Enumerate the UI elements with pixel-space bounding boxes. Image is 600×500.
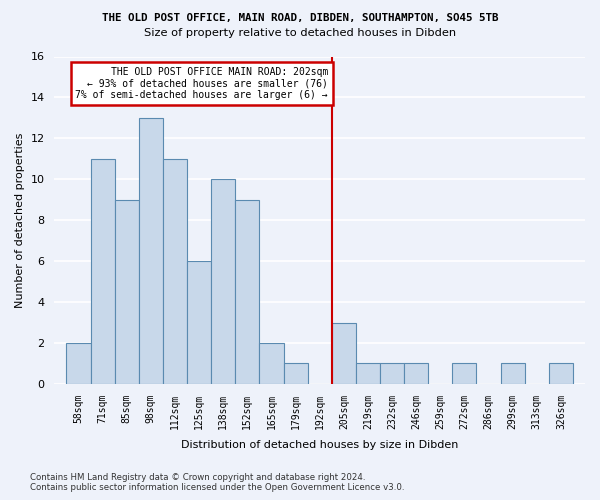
Text: THE OLD POST OFFICE, MAIN ROAD, DIBDEN, SOUTHAMPTON, SO45 5TB: THE OLD POST OFFICE, MAIN ROAD, DIBDEN, …	[102, 12, 498, 22]
Bar	[139, 118, 163, 384]
Bar	[235, 200, 259, 384]
Text: Size of property relative to detached houses in Dibden: Size of property relative to detached ho…	[144, 28, 456, 38]
Y-axis label: Number of detached properties: Number of detached properties	[15, 132, 25, 308]
Bar	[187, 261, 211, 384]
Bar	[500, 364, 525, 384]
Bar	[163, 159, 187, 384]
Bar	[332, 322, 356, 384]
Bar	[259, 343, 284, 384]
Text: Contains HM Land Registry data © Crown copyright and database right 2024.
Contai: Contains HM Land Registry data © Crown c…	[30, 473, 404, 492]
Bar	[67, 343, 91, 384]
Bar	[452, 364, 476, 384]
Bar	[115, 200, 139, 384]
Bar	[404, 364, 428, 384]
Bar	[284, 364, 308, 384]
X-axis label: Distribution of detached houses by size in Dibden: Distribution of detached houses by size …	[181, 440, 458, 450]
Bar	[380, 364, 404, 384]
Bar	[91, 159, 115, 384]
Bar	[356, 364, 380, 384]
Text: THE OLD POST OFFICE MAIN ROAD: 202sqm
← 93% of detached houses are smaller (76)
: THE OLD POST OFFICE MAIN ROAD: 202sqm ← …	[76, 66, 328, 100]
Bar	[211, 180, 235, 384]
Bar	[549, 364, 573, 384]
